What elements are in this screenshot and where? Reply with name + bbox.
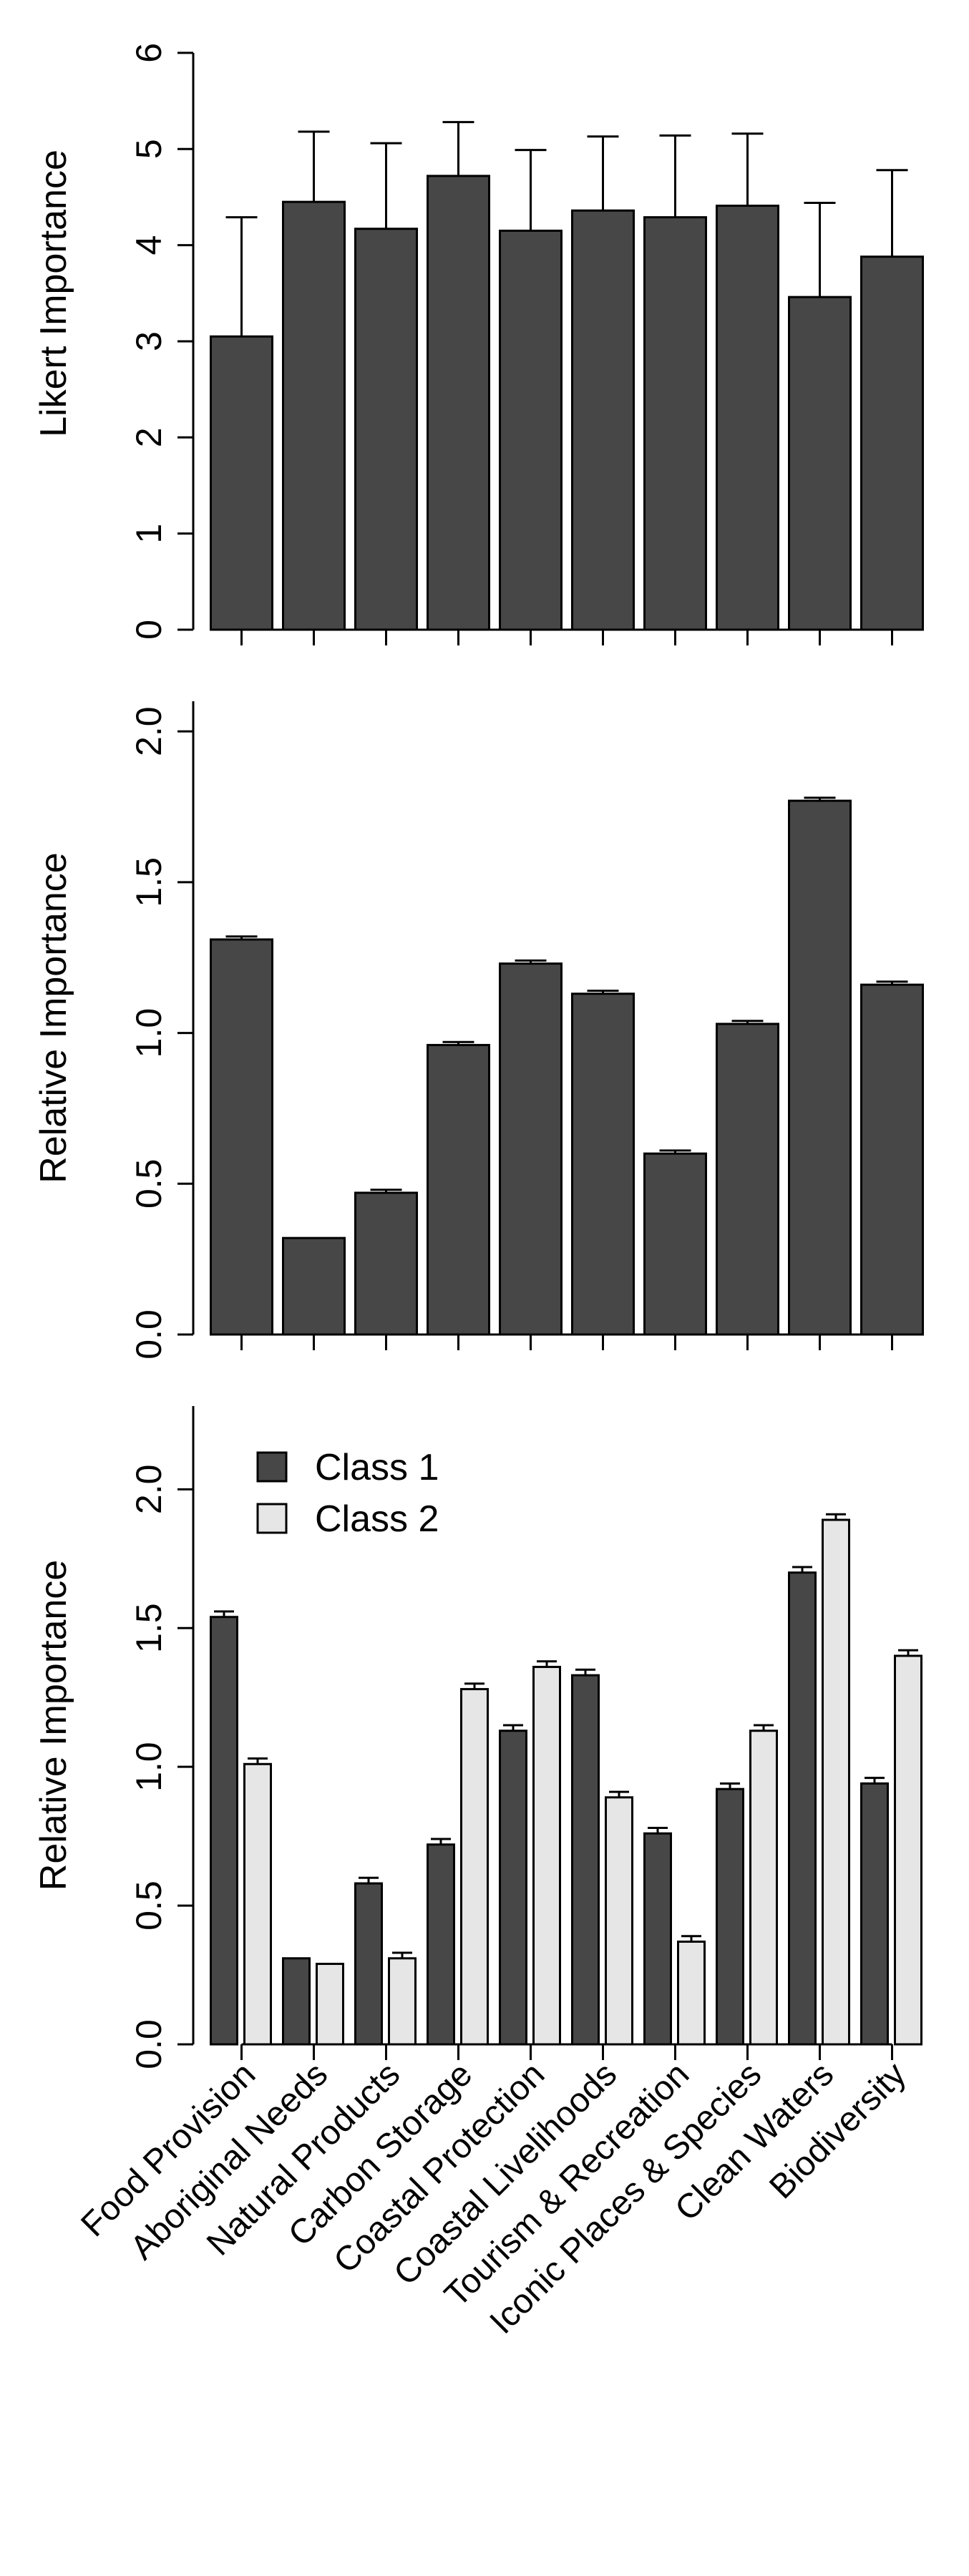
bar-class-1 — [354, 1882, 383, 2046]
y-tick-label: 1.0 — [129, 1742, 169, 1792]
bar — [210, 335, 273, 631]
y-tick-label: 2.0 — [129, 706, 169, 756]
y-tick-label: 0.5 — [129, 1880, 169, 1931]
bar-class-2 — [822, 1518, 850, 2046]
bar — [571, 992, 635, 1336]
bar — [788, 296, 852, 631]
y-tick-label: 0.5 — [129, 1159, 169, 1209]
bar-class-1 — [210, 1616, 238, 2046]
bar — [499, 962, 563, 1336]
legend-label-class-2: Class 2 — [315, 1498, 439, 1540]
bar — [571, 209, 635, 631]
y-axis-title: Relative Importance — [33, 852, 74, 1183]
y-tick-label: 1 — [129, 524, 169, 544]
bar — [210, 938, 273, 1336]
bar — [354, 228, 418, 631]
bar — [716, 205, 779, 631]
y-tick-label: 0.0 — [129, 1309, 169, 1360]
bar-class-1 — [716, 1787, 744, 2046]
bar-class-2 — [316, 1963, 344, 2046]
y-tick-label: 0 — [129, 620, 169, 640]
bar-class-2 — [243, 1762, 272, 2046]
relative-importance-chart: 0.0 0.5 1.0 1.5 2.0 Relative Importance — [33, 701, 924, 1360]
y-axis-title: Relative Importance — [33, 1560, 74, 1890]
legend-swatch-class-1 — [256, 1451, 288, 1483]
bar-class-2 — [677, 1941, 706, 2046]
bar — [427, 1043, 490, 1336]
bar — [282, 1236, 346, 1336]
bar-class-1 — [499, 1729, 527, 2046]
y-tick-label: 4 — [129, 235, 169, 255]
likert-importance-chart: 0 1 2 3 4 5 6 Likert Importance — [33, 43, 924, 645]
bar-class-1 — [427, 1843, 455, 2046]
bar — [643, 216, 707, 631]
bar-class-1 — [571, 1674, 600, 2046]
bar — [427, 175, 490, 631]
bar — [354, 1191, 418, 1336]
bar-class-1 — [860, 1782, 889, 2046]
y-tick-label: 2 — [129, 427, 169, 447]
y-tick-label: 6 — [129, 43, 169, 63]
relative-importance-by-class-chart: 0.0 0.5 1.0 1.5 2.0 Relative Importance Class … — [33, 1406, 922, 2069]
bar-class-2 — [749, 1729, 778, 2046]
bar-class-1 — [643, 1832, 672, 2046]
y-tick-label: 1.5 — [129, 857, 169, 907]
bar-class-2 — [894, 1654, 922, 2046]
bar — [860, 983, 924, 1336]
bar-class-2 — [532, 1666, 561, 2046]
bar — [643, 1152, 707, 1336]
y-axis-title: Likert Importance — [33, 150, 74, 437]
bar — [716, 1023, 779, 1336]
y-tick-label: 2.0 — [129, 1465, 169, 1515]
legend-label-class-1: Class 1 — [315, 1447, 439, 1488]
y-tick-label: 3 — [129, 331, 169, 351]
bar-class-2 — [605, 1796, 633, 2046]
bar-class-2 — [460, 1688, 489, 2046]
bar-class-1 — [282, 1957, 311, 2046]
bar-class-2 — [388, 1957, 417, 2046]
bar — [282, 200, 346, 631]
y-tick-label: 5 — [129, 139, 169, 159]
bar — [788, 799, 852, 1336]
y-tick-label: 1.5 — [129, 1604, 169, 1654]
y-tick-label: 0.0 — [129, 2019, 169, 2069]
legend-swatch-class-2 — [256, 1503, 288, 1534]
bar — [860, 255, 924, 631]
bar-class-1 — [788, 1571, 817, 2046]
bar — [499, 229, 563, 631]
y-tick-label: 1.0 — [129, 1008, 169, 1058]
